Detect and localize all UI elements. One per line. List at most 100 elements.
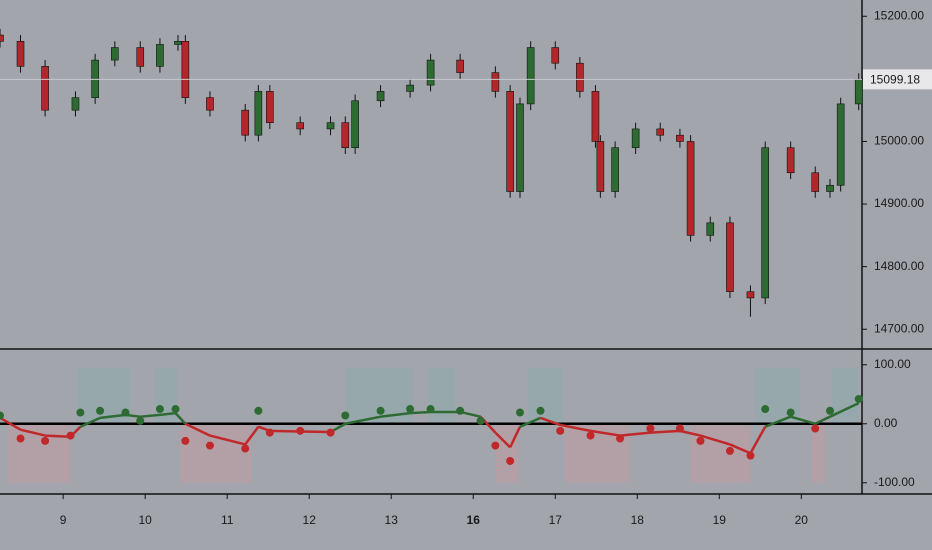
signal-segment — [244, 425, 260, 446]
candle-body — [526, 47, 535, 105]
oscillator-dot — [725, 446, 734, 455]
candle-body — [491, 72, 500, 92]
oscillator-dot — [761, 405, 770, 414]
oscillator-dot — [556, 426, 565, 435]
x-tick-label: 9 — [60, 513, 67, 527]
x-tick-label: 19 — [713, 513, 727, 527]
candle-body — [241, 109, 250, 136]
signal-segment — [559, 423, 591, 433]
oscillator-dot — [76, 408, 85, 417]
zone — [755, 367, 801, 424]
candle-body — [174, 41, 182, 45]
signal-segment — [140, 413, 161, 418]
signal-segment — [729, 443, 751, 455]
candle-body — [726, 222, 734, 292]
oscillator-dot — [0, 411, 4, 420]
zone — [528, 367, 563, 424]
signal-segment — [345, 415, 381, 425]
x-tick-label: 11 — [221, 513, 234, 527]
signal-segment — [209, 434, 246, 446]
candle-body — [631, 128, 640, 149]
last-price-label: 15099.18 — [870, 73, 920, 87]
oscillator-dot — [41, 436, 50, 445]
oscillator-dot — [456, 406, 465, 415]
candle-body — [254, 91, 263, 136]
signal-segment — [509, 426, 522, 448]
oscillator-dot — [491, 441, 500, 450]
zone — [690, 423, 751, 483]
oscillator-dot — [296, 426, 305, 435]
zone — [495, 423, 519, 483]
oscillator-dot — [205, 441, 214, 450]
candle-body — [16, 41, 25, 67]
oscillator-dot — [121, 408, 130, 417]
x-tick-label: 18 — [631, 513, 645, 527]
candle-body — [811, 172, 820, 192]
x-tick-label: 10 — [138, 513, 152, 527]
oscillator-dot — [616, 434, 625, 443]
signal-segment — [300, 430, 331, 434]
oscillator-dot — [341, 411, 350, 420]
oscillator-dot — [254, 406, 263, 415]
candle-body — [341, 122, 350, 149]
candle-body — [376, 91, 385, 102]
oscillator-dot — [66, 431, 75, 440]
y-tick-label: 14800.00 — [874, 259, 924, 273]
signal-segment — [540, 416, 561, 427]
zone — [565, 423, 630, 483]
candle-body — [826, 184, 834, 192]
candle-body — [836, 103, 845, 186]
candle-body — [111, 47, 119, 61]
signal-segment — [45, 434, 71, 439]
zone — [180, 423, 252, 483]
candle-body — [71, 97, 80, 111]
oscillator-dot — [376, 406, 385, 415]
candle-body — [551, 47, 560, 64]
zone — [8, 423, 71, 483]
signal-segment — [679, 429, 701, 437]
signal-segment — [269, 429, 301, 433]
oscillator-dot — [646, 424, 655, 433]
oscillator-dot — [181, 436, 190, 445]
signal-segment — [790, 415, 816, 425]
signal-segment — [519, 416, 541, 428]
candle-body — [761, 147, 770, 299]
candle-body — [746, 291, 755, 299]
candle-body — [91, 59, 99, 98]
signal-segment — [380, 411, 411, 418]
signal-segment — [650, 429, 680, 434]
last-price-box — [863, 69, 932, 90]
signal-segment — [814, 415, 831, 425]
oscillator-dot — [811, 424, 820, 433]
candle-body — [611, 147, 619, 192]
y-tick-label: 15000.00 — [874, 134, 924, 148]
signal-segment — [79, 416, 101, 428]
oscillator-dot — [854, 394, 863, 403]
candle-body — [136, 47, 145, 67]
x-tick-label: 17 — [549, 513, 563, 527]
signal-segment — [20, 428, 46, 437]
y-tick-label: 14700.00 — [874, 321, 924, 335]
signal-segment — [174, 412, 187, 425]
signal-segment — [749, 426, 767, 454]
oscillator-dot — [675, 424, 684, 433]
zone — [811, 423, 826, 483]
oscillator-dot — [826, 406, 835, 415]
y-tick-label: 14900.00 — [874, 196, 924, 210]
signal-segment — [184, 422, 211, 437]
signal-segment — [619, 431, 651, 437]
candle-body — [426, 59, 435, 86]
candle-body — [706, 222, 715, 236]
x-tick-label: 20 — [795, 513, 809, 527]
candle-body — [181, 41, 190, 98]
oscillator-dot — [16, 434, 25, 443]
signal-segment — [494, 431, 512, 449]
x-tick-label: 16 — [467, 513, 481, 527]
oscillator-dot — [171, 405, 180, 414]
x-tick-label: 13 — [385, 513, 399, 527]
oscillator-dot — [746, 451, 755, 460]
oscillator-dot — [786, 408, 795, 417]
signal-segment — [159, 411, 176, 417]
